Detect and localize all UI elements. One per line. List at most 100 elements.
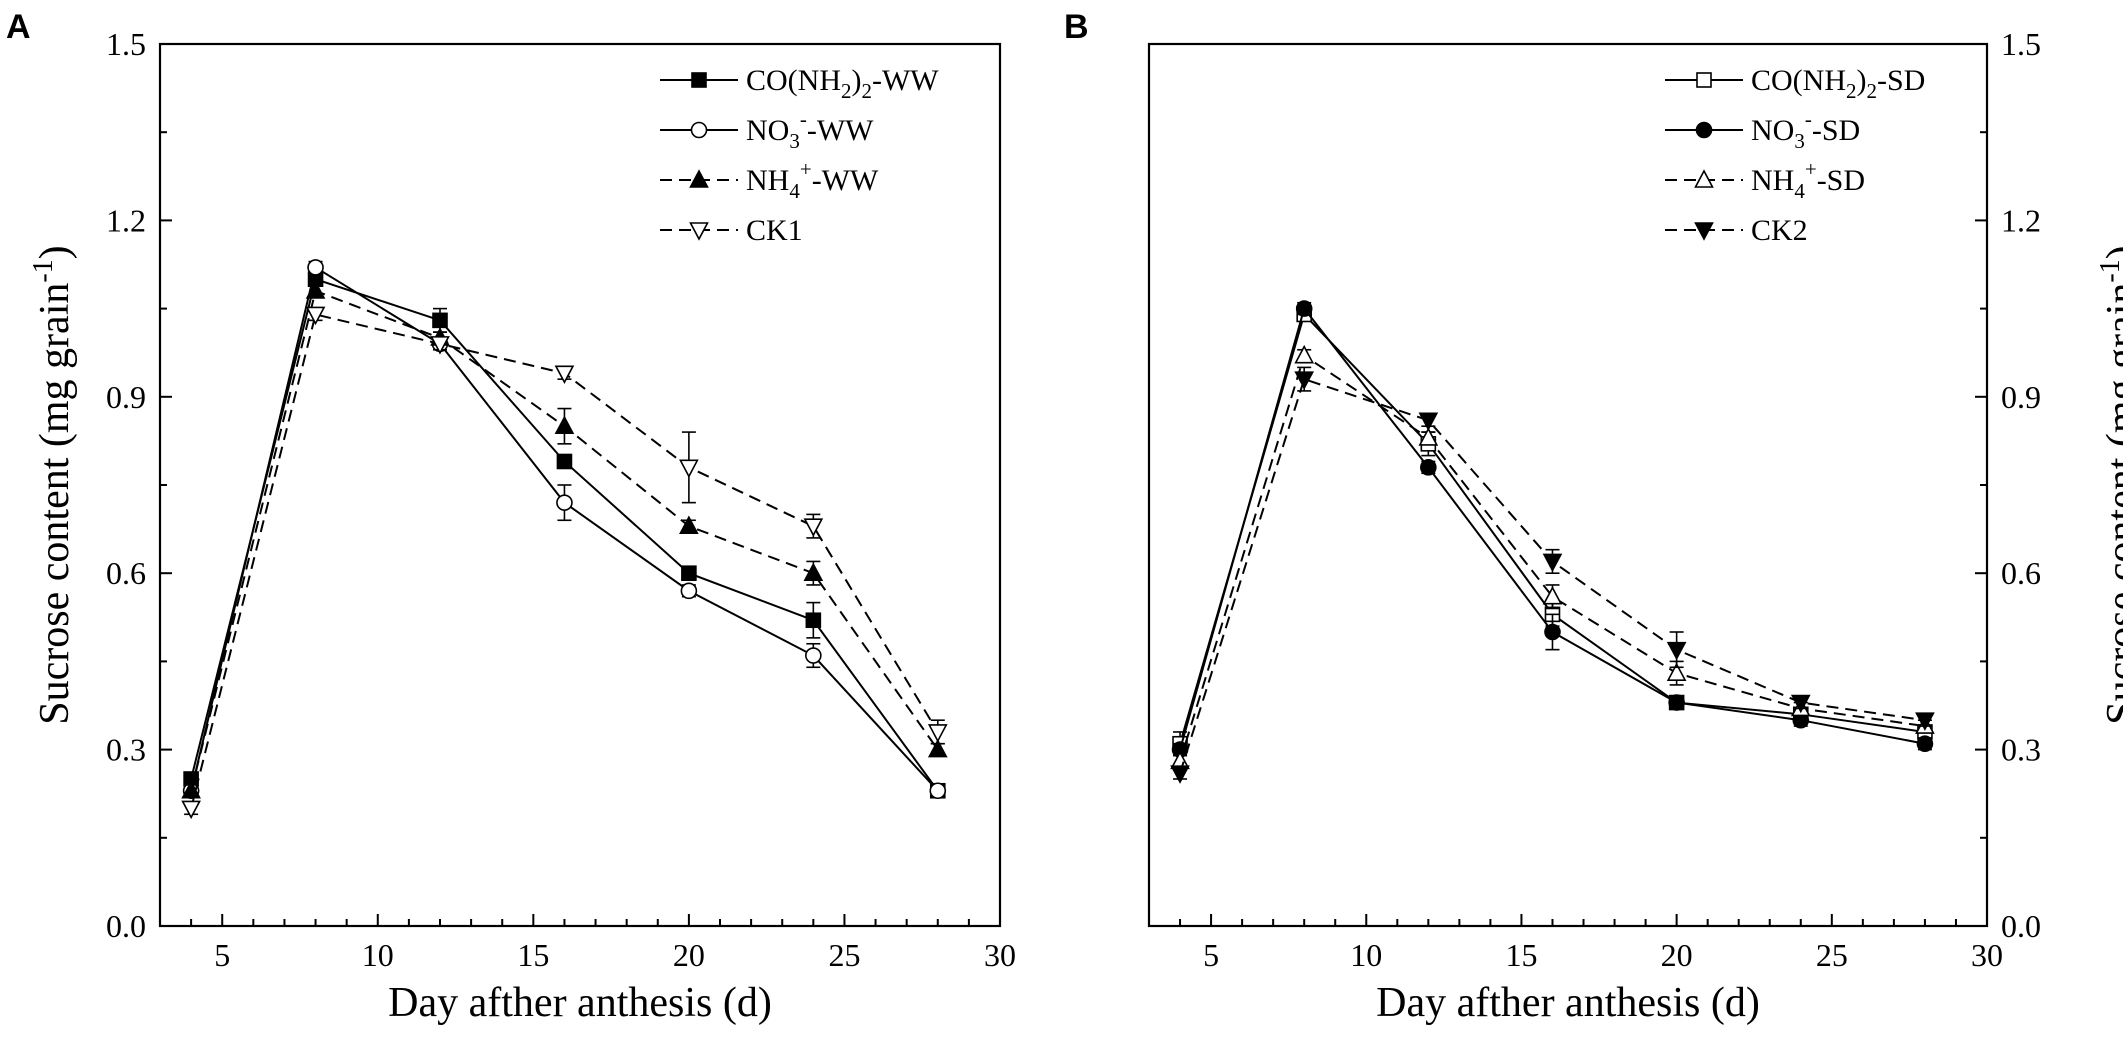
data-point — [1790, 694, 1811, 714]
series-no3-ww — [182, 259, 947, 800]
legend-text-sub: 3 — [1794, 129, 1805, 153]
series-line — [190, 265, 939, 792]
series-no3-sd — [1171, 300, 1934, 758]
legend-text-sub: 3 — [789, 129, 800, 153]
data-point — [1542, 553, 1563, 573]
x-tick-label: 5 — [214, 937, 230, 973]
data-point — [1420, 459, 1437, 476]
y-tick-label: 1.5 — [2001, 26, 2041, 62]
legend-text-suffix: -SD — [1817, 164, 1865, 197]
data-point — [805, 647, 822, 664]
data-point — [680, 582, 698, 600]
y-tick-label: 1.2 — [2001, 202, 2041, 238]
legend-text-base: NO — [746, 114, 789, 147]
series-co-nh2-2-sd — [1172, 306, 1933, 757]
data-point — [927, 724, 948, 743]
legend-text-base: NH — [746, 164, 789, 197]
legend-text-sup: - — [1805, 107, 1812, 131]
data-point — [1294, 371, 1315, 390]
series-line — [190, 313, 939, 809]
legend-entry: NH4+-WW — [660, 157, 879, 203]
data-point — [679, 515, 699, 534]
legend-text-sup: + — [1805, 157, 1817, 181]
y-axis-title: Sucrose content (mg grain-1) — [28, 245, 78, 724]
data-point — [1666, 662, 1687, 681]
y-tick-label: 0.3 — [106, 732, 146, 768]
y-axis-title-end: ) — [2099, 245, 2123, 259]
data-point — [305, 280, 326, 299]
series-line — [190, 277, 939, 792]
legend-label: CO(NH2)2-WW — [746, 64, 939, 103]
legend-text-sub2: 2 — [1867, 79, 1878, 103]
data-point — [1916, 735, 1934, 753]
legend-text-base: CK1 — [746, 214, 803, 247]
x-tick-label: 5 — [1203, 937, 1219, 973]
data-point — [1668, 694, 1685, 711]
legend-text-mid: ) — [1857, 64, 1867, 97]
legend-label: CK1 — [746, 214, 803, 247]
legend-text-suffix: -SD — [1812, 114, 1860, 147]
legend-text-suffix: -WW — [807, 114, 874, 147]
series-ck2 — [1170, 366, 1935, 784]
x-tick-label: 10 — [362, 937, 394, 973]
legend-text-sup: - — [800, 107, 807, 131]
x-tick-label: 15 — [1505, 937, 1537, 973]
legend-marker — [1696, 72, 1712, 88]
y-axis-title-sup: -1 — [28, 259, 59, 282]
y-tick-label: 1.2 — [106, 202, 146, 238]
y-axis-title-main: Sucrose content (mg grain — [32, 283, 78, 725]
legend-marker — [1695, 121, 1713, 139]
data-point — [1295, 300, 1313, 317]
x-tick-label: 25 — [1816, 937, 1848, 973]
panel-a: A 5 10 15 20 25 30 0.0 0.3 0.6 0.9 1.2 1.5 Day afther… — [6, 8, 1016, 1026]
legend-label: NH4+-SD — [1751, 157, 1865, 203]
data-point — [1418, 412, 1439, 432]
legend-marker — [689, 169, 709, 188]
data-point — [554, 365, 575, 384]
legend-marker — [1694, 222, 1714, 241]
data-point — [1544, 623, 1561, 641]
data-point — [181, 800, 201, 820]
data-point — [556, 494, 573, 511]
legend-label: NO3--SD — [1751, 107, 1860, 153]
series-line — [1179, 377, 1926, 774]
legend-text-suffix: -WW — [812, 164, 879, 197]
data-point — [803, 562, 824, 582]
data-point — [1542, 586, 1563, 605]
x-axis-title: Day afther anthesis (d) — [388, 980, 772, 1026]
data-point — [556, 453, 573, 470]
legend-text-sub2: 2 — [862, 79, 873, 103]
data-point — [929, 782, 947, 800]
data-point — [307, 259, 324, 276]
legend-text-suffix: -SD — [1877, 64, 1925, 97]
data-point — [1170, 765, 1190, 784]
y-tick-label: 0.3 — [2001, 732, 2041, 768]
data-point — [1915, 712, 1935, 731]
data-point — [679, 459, 699, 479]
y-axis-title: Sucrose content (mg grain-1) — [2095, 245, 2123, 724]
legend-text-base: NO — [1751, 114, 1794, 147]
y-tick-label: 1.5 — [106, 26, 146, 62]
legend-entry: CK1 — [660, 214, 803, 247]
panel-letter: A — [6, 8, 31, 46]
x-tick-label: 10 — [1350, 937, 1382, 973]
y-axis-title-sup: -1 — [2095, 259, 2123, 282]
legend-label: CO(NH2)2-SD — [1751, 64, 1925, 103]
data-point — [432, 312, 448, 329]
y-tick-label: 0.6 — [2001, 555, 2041, 591]
legend-marker — [1694, 169, 1714, 188]
legend-label: CK2 — [1751, 214, 1808, 247]
legend-entry: CO(NH2)2-SD — [1665, 64, 1925, 103]
series-nh4-ww — [181, 280, 948, 799]
legend-label: NH4+-WW — [746, 157, 879, 203]
legend-label: NO3--WW — [746, 107, 874, 153]
y-tick-label: 0.9 — [106, 379, 146, 415]
data-point — [1418, 427, 1439, 446]
x-tick-label: 30 — [1971, 937, 2003, 973]
data-point — [681, 565, 697, 582]
legend-entry: CK2 — [1665, 214, 1808, 247]
x-tick-label: 15 — [517, 937, 549, 973]
legend-text-base: NH — [1751, 164, 1794, 197]
data-point — [927, 738, 948, 758]
